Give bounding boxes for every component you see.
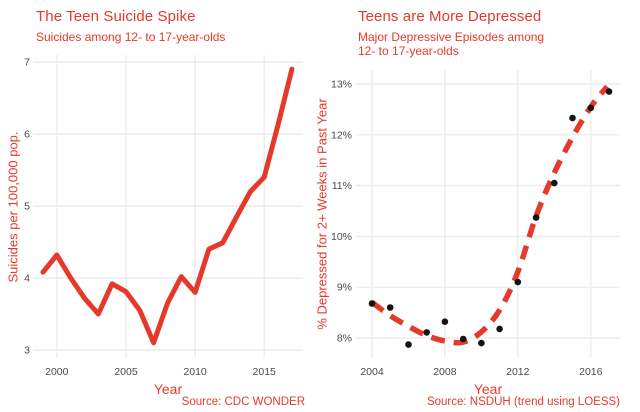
y-tick-label: 6 [24, 129, 30, 141]
left-chart-subtitle: Suicides among 12- to 17-year-olds [36, 30, 226, 44]
data-point [423, 329, 431, 336]
data-point [514, 278, 522, 286]
left-chart-title: The Teen Suicide Spike [36, 8, 196, 25]
x-tick-label: 2000 [45, 366, 69, 378]
left-chart-source: Source: CDC WONDER [181, 396, 305, 408]
left-y-axis-label: Suicides per 100,000 pop. [5, 131, 21, 283]
data-point [605, 88, 613, 95]
depression-gridlines [356, 70, 620, 358]
x-tick-label: 2012 [506, 366, 530, 378]
data-point [532, 214, 540, 221]
suicide-chart-panel: 2000 2005 2010 2015 3 4 5 6 7 [24, 55, 303, 378]
y-tick-label: 11% [332, 180, 352, 192]
x-tick-label: 2005 [114, 366, 138, 378]
x-tick-label: 2010 [183, 366, 207, 378]
depression-chart-panel: 2004 2008 2012 2016 8% 9% 10% 11% 12% 13% [331, 70, 620, 378]
left-x-axis-label: Year [153, 381, 183, 397]
data-point [569, 114, 576, 122]
data-point [551, 179, 558, 187]
data-point [587, 104, 595, 112]
data-point [459, 335, 467, 343]
y-tick-label: 8% [337, 333, 352, 345]
loess-trend-line [370, 84, 610, 346]
suicide-tick-labels: 2000 2005 2010 2015 3 4 5 6 7 [24, 57, 276, 379]
data-point [386, 304, 394, 311]
x-tick-label: 2008 [433, 366, 457, 378]
data-point [496, 325, 503, 333]
y-tick-label: 7 [24, 57, 30, 69]
depression-tick-labels: 2004 2008 2012 2016 8% 9% 10% 11% 12% 13% [331, 79, 603, 379]
x-tick-label: 2016 [579, 366, 603, 378]
right-x-axis-label: Year [473, 381, 503, 397]
right-chart-title: Teens are More Depressed [358, 8, 542, 25]
x-tick-label: 2004 [360, 366, 384, 378]
right-chart-subtitle: Major Depressive Episodes among 12- to 1… [358, 30, 545, 58]
data-point [441, 318, 449, 326]
y-tick-label: 12% [331, 129, 352, 141]
depression-scatter-points [368, 88, 613, 348]
y-tick-label: 9% [337, 282, 352, 294]
y-tick-label: 5 [24, 201, 30, 213]
y-tick-label: 4 [24, 273, 30, 285]
suicide-rate-line [40, 66, 295, 346]
x-tick-label: 2015 [253, 366, 277, 378]
data-point [478, 339, 485, 347]
right-y-axis-label: % Depressed for 2+ Weeks in Past Year [314, 98, 330, 330]
y-tick-label: 3 [24, 345, 30, 357]
y-tick-label: 10% [331, 231, 352, 243]
data-point [405, 341, 412, 348]
suicide-gridlines [33, 55, 303, 358]
right-chart-source: Source: NSDUH (trend using LOESS) [426, 396, 620, 408]
data-point [368, 300, 376, 307]
y-tick-label: 13% [331, 79, 352, 91]
